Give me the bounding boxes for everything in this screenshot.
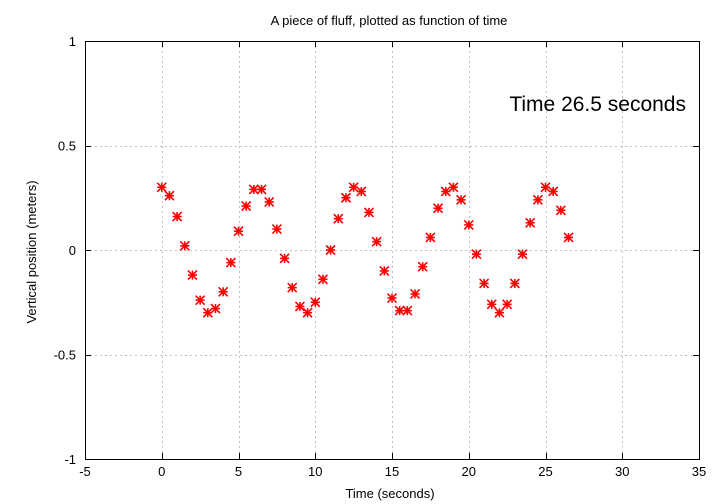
data-point xyxy=(317,274,328,285)
data-point xyxy=(471,249,482,260)
data-point xyxy=(310,297,321,308)
data-point xyxy=(409,288,421,299)
y-tick-label: -1 xyxy=(64,452,76,467)
data-point xyxy=(202,307,213,318)
data-point xyxy=(517,249,528,260)
chart-title: A piece of fluff, plotted as function of… xyxy=(271,13,508,28)
data-point xyxy=(394,305,405,316)
data-point xyxy=(440,186,451,197)
y-tick-label: 0 xyxy=(69,243,76,258)
data-point xyxy=(502,299,513,310)
data-point xyxy=(548,186,559,197)
y-axis-label: Vertical position (meters) xyxy=(24,180,39,323)
data-point xyxy=(271,224,282,235)
tick-labels: -5 0 5 10 15 20 25 30 35 -1 -0.5 0 0.5 1 xyxy=(54,34,707,479)
data-point xyxy=(494,307,505,318)
data-point xyxy=(379,265,390,276)
data-point xyxy=(456,194,467,205)
data-point xyxy=(555,205,566,216)
data-point xyxy=(532,194,543,205)
x-axis-label: Time (seconds) xyxy=(345,486,434,501)
y-tick-label: -0.5 xyxy=(54,348,76,363)
data-point xyxy=(348,182,359,193)
data-point xyxy=(156,182,167,193)
data-point xyxy=(509,278,520,289)
axis-ticks xyxy=(85,41,700,460)
data-point xyxy=(333,213,344,224)
data-point xyxy=(486,299,497,310)
y-tick-label: 1 xyxy=(69,34,76,49)
data-point xyxy=(218,286,229,297)
data-points xyxy=(156,182,574,318)
x-tick-label: 5 xyxy=(235,464,242,479)
x-tick-label: 30 xyxy=(615,464,629,479)
x-tick-label: 25 xyxy=(538,464,552,479)
x-tick-label: 0 xyxy=(158,464,165,479)
data-point xyxy=(417,261,428,272)
data-point xyxy=(525,217,536,228)
grid-lines xyxy=(85,41,699,459)
data-point xyxy=(225,257,236,268)
data-point xyxy=(356,186,367,197)
data-point xyxy=(563,232,574,243)
data-point xyxy=(179,240,190,251)
data-point xyxy=(195,295,206,306)
data-point xyxy=(287,282,298,293)
data-point xyxy=(233,226,244,237)
x-tick-label: 35 xyxy=(692,464,706,479)
data-point xyxy=(294,301,305,312)
data-point xyxy=(241,201,252,212)
data-point xyxy=(340,192,352,203)
data-point xyxy=(425,232,436,243)
data-point xyxy=(256,184,267,195)
data-point xyxy=(371,236,382,247)
data-point xyxy=(172,211,183,222)
data-point xyxy=(164,190,175,201)
data-point xyxy=(279,253,290,264)
data-point xyxy=(210,303,221,314)
data-point xyxy=(363,207,375,218)
x-tick-label: -5 xyxy=(79,464,91,479)
data-point xyxy=(386,293,398,304)
data-point xyxy=(248,184,259,195)
data-point xyxy=(432,203,444,214)
data-point xyxy=(463,219,474,230)
data-point xyxy=(302,307,313,318)
time-annotation: Time 26.5 seconds xyxy=(509,93,686,116)
data-point xyxy=(325,244,336,256)
x-tick-label: 20 xyxy=(462,464,476,479)
x-tick-label: 10 xyxy=(308,464,322,479)
data-point xyxy=(479,278,490,289)
data-point xyxy=(187,270,198,281)
data-point xyxy=(402,305,413,316)
y-tick-label: 0.5 xyxy=(58,139,76,154)
data-point xyxy=(448,182,459,193)
data-point xyxy=(264,196,275,207)
x-tick-label: 15 xyxy=(385,464,399,479)
